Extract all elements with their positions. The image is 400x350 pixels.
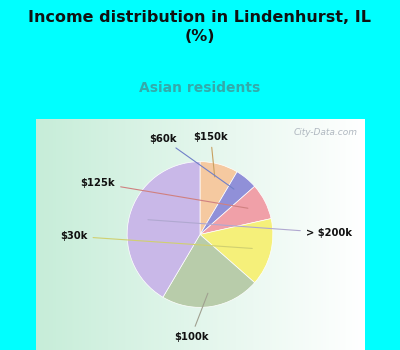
Text: $100k: $100k [174,293,208,342]
Text: $30k: $30k [60,231,252,248]
Text: > $200k: > $200k [148,220,352,238]
Text: Asian residents: Asian residents [139,80,261,94]
Text: Income distribution in Lindenhurst, IL
(%): Income distribution in Lindenhurst, IL (… [28,10,372,44]
Text: $150k: $150k [193,132,228,177]
Wedge shape [200,186,271,235]
Text: City-Data.com: City-Data.com [294,128,358,137]
Wedge shape [200,162,237,235]
Wedge shape [163,234,255,307]
Text: $60k: $60k [149,134,234,189]
Wedge shape [200,172,255,234]
Wedge shape [127,162,200,297]
Text: $125k: $125k [80,178,248,208]
Wedge shape [200,219,273,283]
